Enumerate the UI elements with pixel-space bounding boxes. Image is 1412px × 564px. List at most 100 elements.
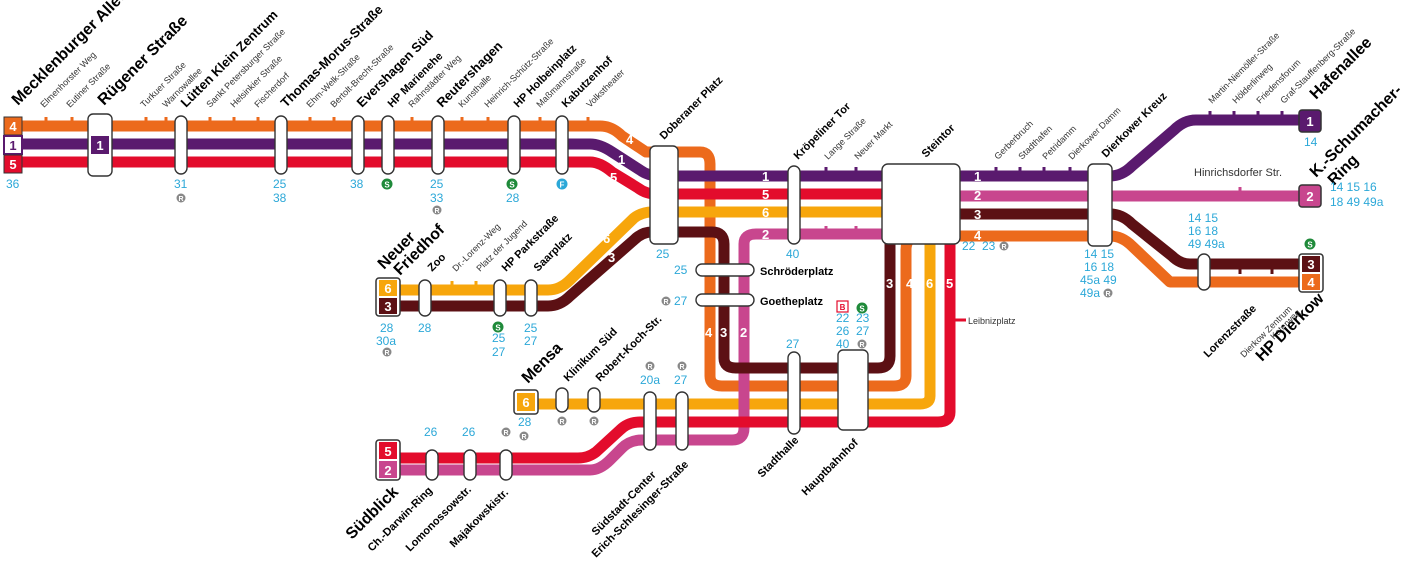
rail-icon: R <box>999 241 1009 251</box>
track-label-5: 5 <box>610 170 617 185</box>
track-label-6: 6 <box>762 205 769 220</box>
sbahn-icon: S <box>856 302 868 314</box>
station-erich-schlesinger[interactable] <box>675 391 689 451</box>
rail-icon: R <box>557 416 567 426</box>
svg-text:R: R <box>679 364 684 371</box>
svg-text:R: R <box>521 434 526 441</box>
line-badge-5: 5 <box>9 157 16 172</box>
svg-text:R: R <box>647 364 652 371</box>
station-hp-holbeinplatz[interactable] <box>507 115 521 175</box>
station-lorenzstr[interactable] <box>1197 253 1211 291</box>
station-suedstadt-center[interactable] <box>643 391 657 451</box>
track-label-3: 3 <box>608 250 615 265</box>
station-steintor[interactable] <box>881 163 961 245</box>
terminus-kschumacher[interactable]: 2 <box>1298 184 1322 208</box>
line-3-track <box>380 208 1300 374</box>
track-line-labels: 4 1 5 1 5 6 2 1 2 3 4 6 3 4 3 2 3 4 6 5 <box>603 132 982 340</box>
bus-luetten-klein: 31 <box>174 177 188 191</box>
line-badge-2: 2 <box>1306 189 1313 204</box>
terminus-mensa[interactable]: 6 <box>513 389 539 415</box>
terminus-suedblick[interactable]: 5 2 <box>375 439 401 481</box>
rail-icon: R <box>382 347 392 357</box>
track-label-6: 6 <box>926 276 933 291</box>
bus-lomonossow: 26 <box>462 425 476 439</box>
rail-icon: R <box>677 361 687 371</box>
rail-icon: R <box>661 296 671 306</box>
station-hp-marienehe[interactable] <box>381 115 395 175</box>
bus-ch-darwin: 26 <box>424 425 438 439</box>
station-goetheplatz[interactable] <box>695 293 755 307</box>
rail-icon: R <box>519 431 529 441</box>
line-badge-4: 4 <box>1307 275 1315 290</box>
bus-neuer-friedhof-2: 30a <box>376 334 396 348</box>
station-klinikum-sued[interactable] <box>555 387 569 413</box>
station-thomas-morus[interactable] <box>274 115 288 175</box>
svg-text:S: S <box>859 305 865 314</box>
station-saarplatz[interactable] <box>524 279 538 317</box>
station-stadthalle[interactable] <box>787 351 801 435</box>
station-dierkower-kreuz[interactable] <box>1087 163 1113 247</box>
rail-icon: R <box>501 427 511 437</box>
station-hauptbahnhof[interactable] <box>837 349 869 431</box>
bus-kschumacher-1: 14 15 16 <box>1330 180 1377 194</box>
station-evershagen-sued[interactable] <box>351 115 365 175</box>
rail-icon: R <box>645 361 655 371</box>
track-label-2: 2 <box>762 227 769 242</box>
rail-icon: R <box>432 205 442 215</box>
station-luetten-klein[interactable] <box>174 115 188 175</box>
bus-erich-schlesinger: 27 <box>674 373 688 387</box>
track-label-5: 5 <box>946 276 953 291</box>
svg-text:S: S <box>509 181 515 190</box>
station-ch-darwin[interactable] <box>425 449 439 481</box>
minor-stop-ticks <box>44 111 1284 322</box>
station-bars <box>87 113 1211 481</box>
station-kabutzenhof[interactable] <box>555 115 569 175</box>
bus-stadthalle: 27 <box>786 337 800 351</box>
bus-dierkower-kreuz-4: 49a <box>1080 286 1100 300</box>
bus-dierkower-kreuz-1: 14 15 <box>1084 247 1114 261</box>
station-kroepeliner-tor[interactable] <box>787 165 801 245</box>
line-badge-6: 6 <box>522 395 529 410</box>
svg-text:S: S <box>1307 241 1313 250</box>
bus-lorenz-1: 14 15 <box>1188 211 1218 225</box>
station-reutershagen[interactable] <box>431 115 445 175</box>
bus-leibniz-b2: 27 <box>856 324 870 338</box>
bus-lorenz-3: 49 49a <box>1188 237 1225 251</box>
terminus-badges: 4 1 5 1 2 3 4 6 3 <box>3 109 1324 481</box>
bus-leibniz-a3: 40 <box>836 337 850 351</box>
svg-text:R: R <box>859 342 864 349</box>
svg-text:R: R <box>591 419 596 426</box>
svg-text:R: R <box>559 419 564 426</box>
line-badge-3: 3 <box>1307 257 1314 272</box>
station-schroederplatz[interactable] <box>695 263 755 277</box>
terminus-hp-dierkow[interactable]: 3 4 <box>1298 253 1324 293</box>
station-doberaner-platz[interactable] <box>649 145 679 245</box>
track-label-4: 4 <box>626 132 634 147</box>
line-badge-2: 2 <box>384 463 391 478</box>
terminus-neuer-friedhof[interactable]: 6 3 <box>375 277 401 317</box>
track-label-4: 4 <box>906 276 914 291</box>
bus-mensa: 28 <box>518 415 532 429</box>
station-zoo[interactable] <box>418 279 432 317</box>
svg-text:F: F <box>560 181 565 190</box>
line-2-track <box>380 190 1300 476</box>
station-majakowski[interactable] <box>499 449 513 481</box>
line-badge-1: 1 <box>1306 114 1313 129</box>
bus-dierkower-kreuz-3: 45a 49 <box>1080 273 1117 287</box>
label-doberaner-platz: Doberaner Platz <box>658 74 726 142</box>
track-label-4: 4 <box>974 228 982 243</box>
label-stadthalle: Stadthalle <box>756 434 802 480</box>
label-hinrichsdorfer: Hinrichsdorfer Str. <box>1194 167 1282 179</box>
line-badge-1: 1 <box>9 138 16 153</box>
bus-leibniz-a2: 26 <box>836 324 850 338</box>
terminus-hafenallee[interactable]: 1 <box>1298 109 1322 133</box>
station-lomonossow[interactable] <box>463 449 477 481</box>
station-robert-koch[interactable] <box>587 387 601 413</box>
terminus-mecklenburger[interactable]: 4 1 5 <box>3 116 23 174</box>
line-badge-1: 1 <box>96 138 103 153</box>
label-erich-schlesinger: Erich-Schlesinger-Straße <box>590 459 691 560</box>
track-label-2: 2 <box>740 325 747 340</box>
station-hp-parkstr[interactable] <box>493 279 507 317</box>
bus-thomas-morus-1: 25 <box>273 177 287 191</box>
line-5-track <box>20 156 956 464</box>
